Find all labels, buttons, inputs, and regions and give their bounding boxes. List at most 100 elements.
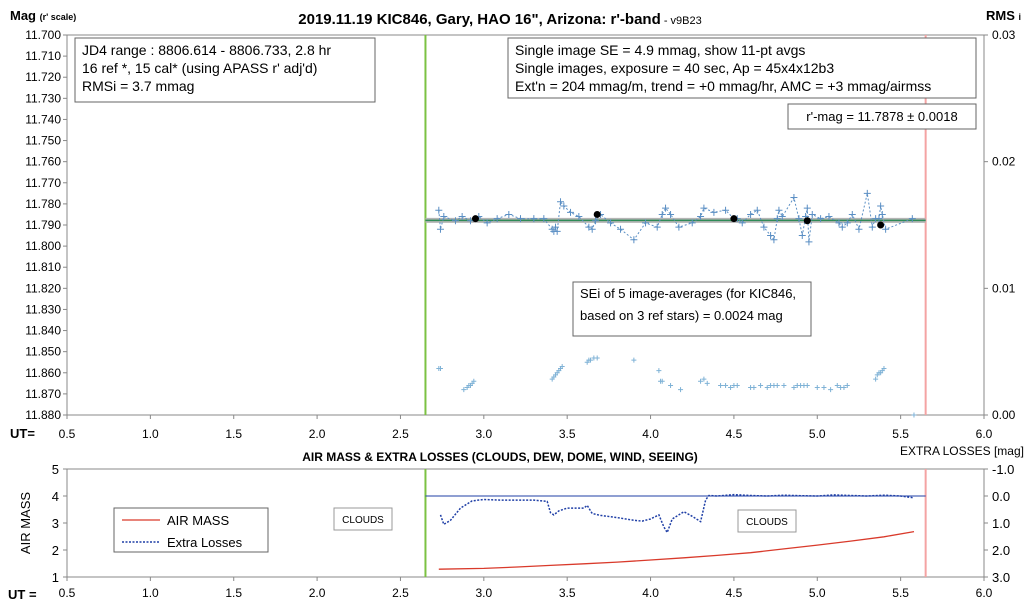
- ref-star-point: [461, 387, 467, 393]
- single-image-point: [552, 223, 560, 231]
- y-axis-label-text: Mag: [10, 8, 40, 23]
- legend-box: [113, 507, 269, 553]
- y2-axis-label-text: RMS: [986, 8, 1019, 23]
- single-image-point: [505, 210, 513, 218]
- chart-title-bottom: AIR MASS & EXTRA LOSSES (CLOUDS, DEW, DO…: [302, 450, 698, 464]
- y-tick-label: 11.870: [25, 387, 61, 401]
- single-image-point: [530, 215, 538, 223]
- ref-star-point: [781, 382, 787, 388]
- air-mass-line: [438, 530, 915, 570]
- ref-star-point: [659, 378, 665, 384]
- single-image-point: [848, 210, 856, 218]
- y2-tick-label-bottom: 2.0: [992, 543, 1010, 558]
- y-tick-label: 11.740: [25, 112, 61, 126]
- info-box-sei-line: based on 3 ref stars) = 0.0024 mag: [580, 308, 783, 323]
- ref-star-point: [821, 385, 827, 391]
- single-image-point: [808, 210, 816, 218]
- single-image-point: [588, 225, 596, 233]
- single-image-point: [560, 202, 568, 210]
- y-tick-label: 11.700: [25, 28, 61, 42]
- single-image-point: [843, 219, 851, 227]
- ref-star-point: [594, 355, 600, 361]
- info-box-sei: [572, 281, 812, 337]
- single-image-point: [760, 223, 768, 231]
- ref-star-point: [588, 357, 594, 363]
- single-image-point: [868, 223, 876, 231]
- ref-star-point: [728, 385, 734, 391]
- single-image-point: [662, 204, 670, 212]
- ref-star-point: [828, 387, 834, 393]
- y-tick-label: 11.760: [25, 155, 61, 169]
- single-image-point: [557, 198, 565, 206]
- legend-label-air-mass: AIR MASS: [167, 513, 229, 528]
- y-tick-label: 11.820: [25, 281, 61, 295]
- single-image-point: [458, 213, 466, 221]
- single-image-point: [700, 204, 708, 212]
- x-tick-label: 4.0: [642, 427, 659, 441]
- ref-star-point: [804, 382, 810, 388]
- single-image-point: [675, 223, 683, 231]
- info-box-params-line: Single image SE = 4.9 mmag, show 11-pt a…: [515, 42, 805, 58]
- single-image-point: [607, 219, 615, 227]
- y-tick-label: 11.720: [25, 70, 61, 84]
- y-tick-label: 11.850: [25, 345, 61, 359]
- y-tick-label-bottom: 4: [52, 489, 59, 504]
- single-image-point: [790, 194, 798, 202]
- single-image-point: [630, 236, 638, 244]
- x-tick-label: 3.0: [475, 427, 492, 441]
- ref-star-point: [701, 376, 707, 382]
- legend-label-extra-losses: Extra Losses: [167, 535, 243, 550]
- y2-tick-label-bottom: 3.0: [992, 570, 1010, 585]
- single-image-point: [592, 217, 600, 225]
- y2-axis-label-right: RMS i: [986, 8, 1021, 23]
- ref-star-point: [873, 376, 879, 382]
- single-image-point: [877, 202, 885, 210]
- ref-star-point: [668, 382, 674, 388]
- single-image-point: [863, 189, 871, 197]
- single-image-point: [803, 204, 811, 212]
- y-tick-label: 11.730: [25, 91, 61, 105]
- single-image-point: [553, 227, 561, 235]
- average-point: [877, 221, 885, 229]
- x-axis-label-bottom: UT =: [8, 587, 37, 602]
- info-box-params: [507, 37, 977, 99]
- y-tick-label: 11.780: [25, 197, 61, 211]
- single-image-point: [617, 225, 625, 233]
- x-tick-label: 1.0: [142, 427, 159, 441]
- y-tick-label-bottom: 5: [52, 462, 59, 477]
- info-box-sei-line: SEi of 5 image-averages (for KIC846,: [580, 286, 796, 301]
- single-image-point: [667, 210, 675, 218]
- clouds-label-box: [333, 507, 393, 531]
- ref-star-point: [678, 387, 684, 393]
- ref-star-point: [911, 412, 917, 418]
- single-image-point: [516, 215, 524, 223]
- x-tick-label-bottom: 4.5: [726, 586, 743, 600]
- average-point: [730, 215, 738, 223]
- single-image-point: [773, 215, 781, 223]
- single-image-point: [795, 215, 803, 223]
- info-box-result-text: r'-mag = 11.7878 ± 0.0018: [806, 109, 957, 124]
- ref-star-point: [656, 368, 662, 374]
- x-tick-label-bottom: 4.0: [642, 586, 659, 600]
- x-tick-label: 5.0: [809, 427, 826, 441]
- y-axis-label-bottom: AIR MASS: [18, 492, 33, 554]
- ref-star-point: [631, 357, 637, 363]
- single-image-point: [878, 210, 886, 218]
- x-axis-label: UT=: [10, 426, 35, 441]
- y2-axis-label-bottom: EXTRA LOSSES [mag]: [900, 444, 1024, 458]
- single-image-point: [440, 213, 448, 221]
- x-tick-label-bottom: 2.5: [392, 586, 409, 600]
- y2-tick-label-bottom: 0.0: [992, 489, 1010, 504]
- x-tick-label: 5.5: [892, 427, 909, 441]
- info-box-params-line: Single images, exposure = 40 sec, Ap = 4…: [515, 60, 834, 76]
- ref-star-point: [834, 382, 840, 388]
- y-tick-label: 11.860: [25, 366, 61, 380]
- x-tick-label-bottom: 3.0: [475, 586, 492, 600]
- ref-star-point: [734, 382, 740, 388]
- single-image-point: [493, 215, 501, 223]
- y-axis-label-left: Mag (r' scale): [10, 8, 76, 23]
- x-tick-label: 0.5: [59, 427, 76, 441]
- ref-star-point: [758, 382, 764, 388]
- single-image-point: [653, 223, 661, 231]
